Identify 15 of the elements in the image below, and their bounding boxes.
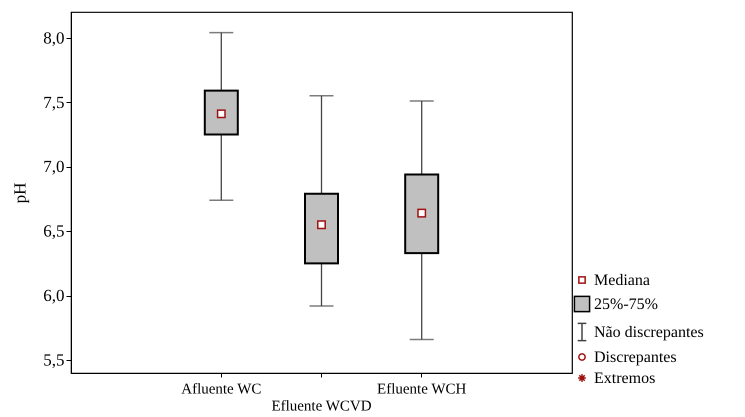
y-tick-label: 7,5 — [43, 92, 64, 112]
text: Extremos — [594, 370, 656, 387]
y-tick-label: 6,5 — [43, 222, 64, 241]
x-tick-label: Efluente WCH — [377, 382, 466, 398]
x-tick-label: Efluente WCVD — [271, 398, 372, 414]
y-tick-label: 6,0 — [43, 286, 64, 306]
y-axis-title: pH — [10, 182, 30, 204]
y-tick-label: 7,0 — [43, 157, 64, 176]
text: Mediana — [594, 272, 650, 289]
y-tick-label: 8,0 — [43, 28, 64, 48]
text: Não discrepantes — [594, 324, 704, 341]
y-tick-label: 5,5 — [43, 350, 64, 370]
text: 25%-75% — [594, 296, 658, 313]
text: Discrepantes — [594, 349, 677, 366]
x-tick-label: Afluente WC — [181, 382, 262, 398]
